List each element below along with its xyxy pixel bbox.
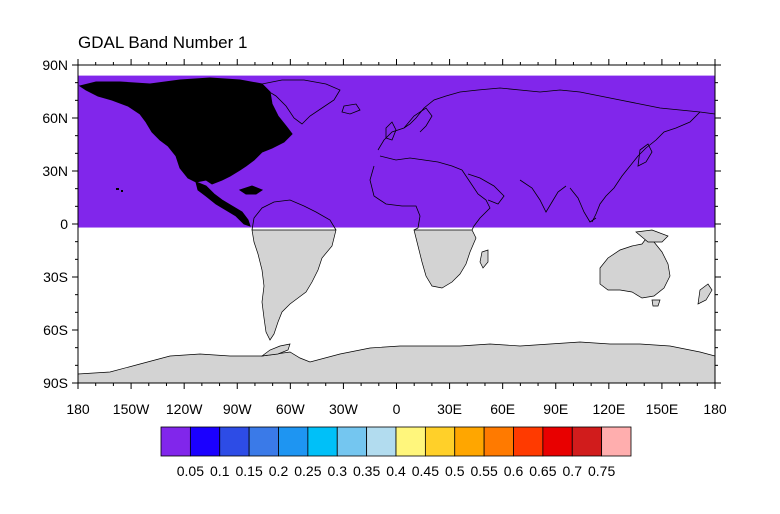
colorbar-swatch [278,426,309,457]
baffin-islands [215,85,251,105]
antarctica-land [78,341,715,383]
greenland-coastline [261,79,341,125]
colorbar-swatch [454,426,485,457]
colorbar-swatch [571,426,603,457]
longitude-axis: 180 150W 120W 90W 60W 30W 0 30E 60E 90E 120E 150E 18… [66,59,727,417]
lon-tick-label: 90W [223,401,253,417]
antarctic-peninsula-land [260,343,291,357]
lon-tick-label: 60E [490,401,515,417]
colorbar-swatch [395,426,426,457]
colorbar-swatch [601,426,632,457]
europe-asia-coastline [377,87,715,151]
lon-tick-label: 60W [276,401,306,417]
colorbar-swatch [483,426,514,457]
southern-land [78,229,715,383]
colorbar-label: 0.05 [177,463,204,479]
lon-tick-label: 150E [646,401,679,417]
lat-tick-label: 90S [43,375,68,391]
australia-land [599,235,671,299]
lat-tick-label: 30N [42,163,68,179]
colorbar-label: 0.45 [412,463,439,479]
colorbar-swatch [160,426,191,457]
colorbar-label: 0.75 [588,463,615,479]
colorbar-label: 0.3 [328,463,348,479]
tasmania-land [651,299,661,307]
colorbar-swatch [542,426,573,457]
japan-coastline [637,143,653,167]
scandinavia-coastline [403,107,433,133]
colorbar-label: 0.65 [529,463,556,479]
colorbar-label: 0.1 [210,463,230,479]
lon-tick-label: 30W [329,401,359,417]
lat-tick-label: 30S [43,269,68,285]
lat-tick-label: 60N [42,110,68,126]
lat-tick-label: 60S [43,322,68,338]
hawaii-island [116,188,119,190]
map-area [78,75,715,383]
lon-tick-label: 120W [166,401,203,417]
central-america-mass [195,181,251,227]
colorbar-swatch [424,426,456,457]
colorbar-label: 0.25 [294,463,321,479]
colorbar: 0.05 0.1 0.15 0.2 0.25 0.3 0.35 0.4 0.45 0.5 0.55 0… [160,426,632,479]
colorbar-swatch [513,426,544,457]
colorbar-label: 0.4 [386,463,406,479]
colorbar-swatch [219,426,250,457]
iceland-coastline [341,103,361,115]
colorbar-label: 0.7 [563,463,583,479]
colorbar-label: 0.5 [445,463,465,479]
colorbar-swatch [307,426,338,457]
africa-north-coastline [369,165,421,231]
lat-tick-label: 0 [60,216,68,232]
lon-tick-label: 90E [543,401,568,417]
lon-tick-label: 180 [66,401,90,417]
colorbar-swatch [366,426,397,457]
lon-tick-label: 180 [703,401,727,417]
new-guinea-land [635,229,669,243]
latitude-axis: 90N 60N 30N 0 30S 60S 90S [42,57,721,391]
colorbar-label: 0.35 [353,463,380,479]
map-title: GDAL Band Number 1 [78,33,248,52]
southeast-asia-coastline [569,187,597,223]
british-isles-coastline [385,121,397,141]
asia-east-coastline [591,111,701,223]
madagascar-land [479,249,489,269]
caribbean-islands [238,185,264,195]
colorbar-swatch [336,426,368,457]
colorbar-label: 0.2 [269,463,289,479]
lat-tick-label: 90N [42,57,68,73]
lon-tick-label: 0 [393,401,401,417]
colorbar-label: 0.55 [471,463,498,479]
mediterranean-coastline [379,155,463,171]
lon-tick-label: 150W [113,401,150,417]
colorbar-label: 0.6 [504,463,524,479]
north-america-mass [78,77,293,185]
south-america-land [251,229,337,341]
colorbar-swatch [189,426,221,457]
africa-land [413,229,477,289]
india-coastline [519,179,567,213]
hawaii-island [121,190,123,192]
coastlines [251,79,715,231]
hawaii-islands [116,188,123,192]
lon-tick-label: 30E [437,401,462,417]
north-america-coastline-mass [78,77,293,227]
colorbar-label: 0.15 [236,463,263,479]
arabia-coastline [467,173,505,205]
africa-east-coastline [461,169,491,231]
new-zealand-land [697,283,713,305]
lon-tick-label: 120E [592,401,625,417]
south-america-north-coastline [251,199,337,231]
colorbar-swatch [248,426,279,457]
